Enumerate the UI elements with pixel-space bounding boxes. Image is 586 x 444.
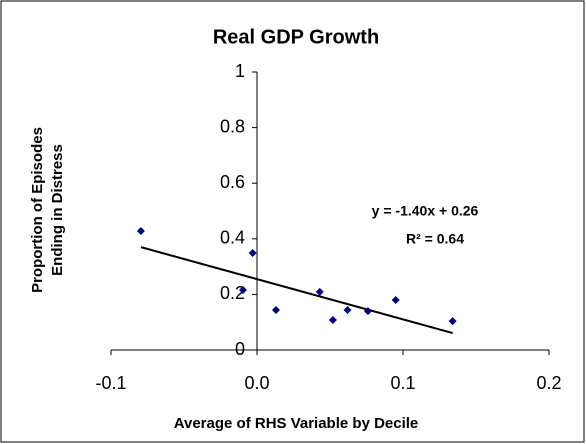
point: [328, 315, 337, 324]
point: [136, 227, 145, 236]
r-squared: R² = 0.64: [406, 231, 464, 247]
point: [248, 248, 257, 257]
point: [271, 305, 280, 314]
x-tick-label: 0.0: [244, 373, 269, 393]
point: [363, 307, 372, 316]
trendline-equation: y = -1.40x + 0.26: [372, 203, 479, 219]
point: [315, 287, 324, 296]
y-tick-label: 0.4: [220, 228, 245, 248]
y-tick-label: 0.6: [220, 172, 245, 192]
x-tick-label: -0.1: [95, 373, 126, 393]
x-tick-label: 0.1: [390, 373, 415, 393]
y-tick-label: 1: [235, 61, 245, 81]
y-tick-label: 0: [235, 339, 245, 359]
y-tick-label: 0.2: [220, 283, 245, 303]
point: [343, 305, 352, 314]
point: [448, 317, 457, 326]
point: [391, 295, 400, 304]
trendline: [140, 246, 453, 335]
y-tick-label: 0.8: [220, 116, 245, 136]
x-axis-label: Average of RHS Variable by Decile: [174, 415, 419, 432]
y-axis-label: Ending in Distress: [49, 144, 66, 276]
y-axis-label: Proportion of Episodes: [29, 127, 46, 293]
chart-title: Real GDP Growth: [213, 26, 379, 48]
x-tick-label: 0.2: [536, 373, 561, 393]
point: [238, 285, 247, 294]
